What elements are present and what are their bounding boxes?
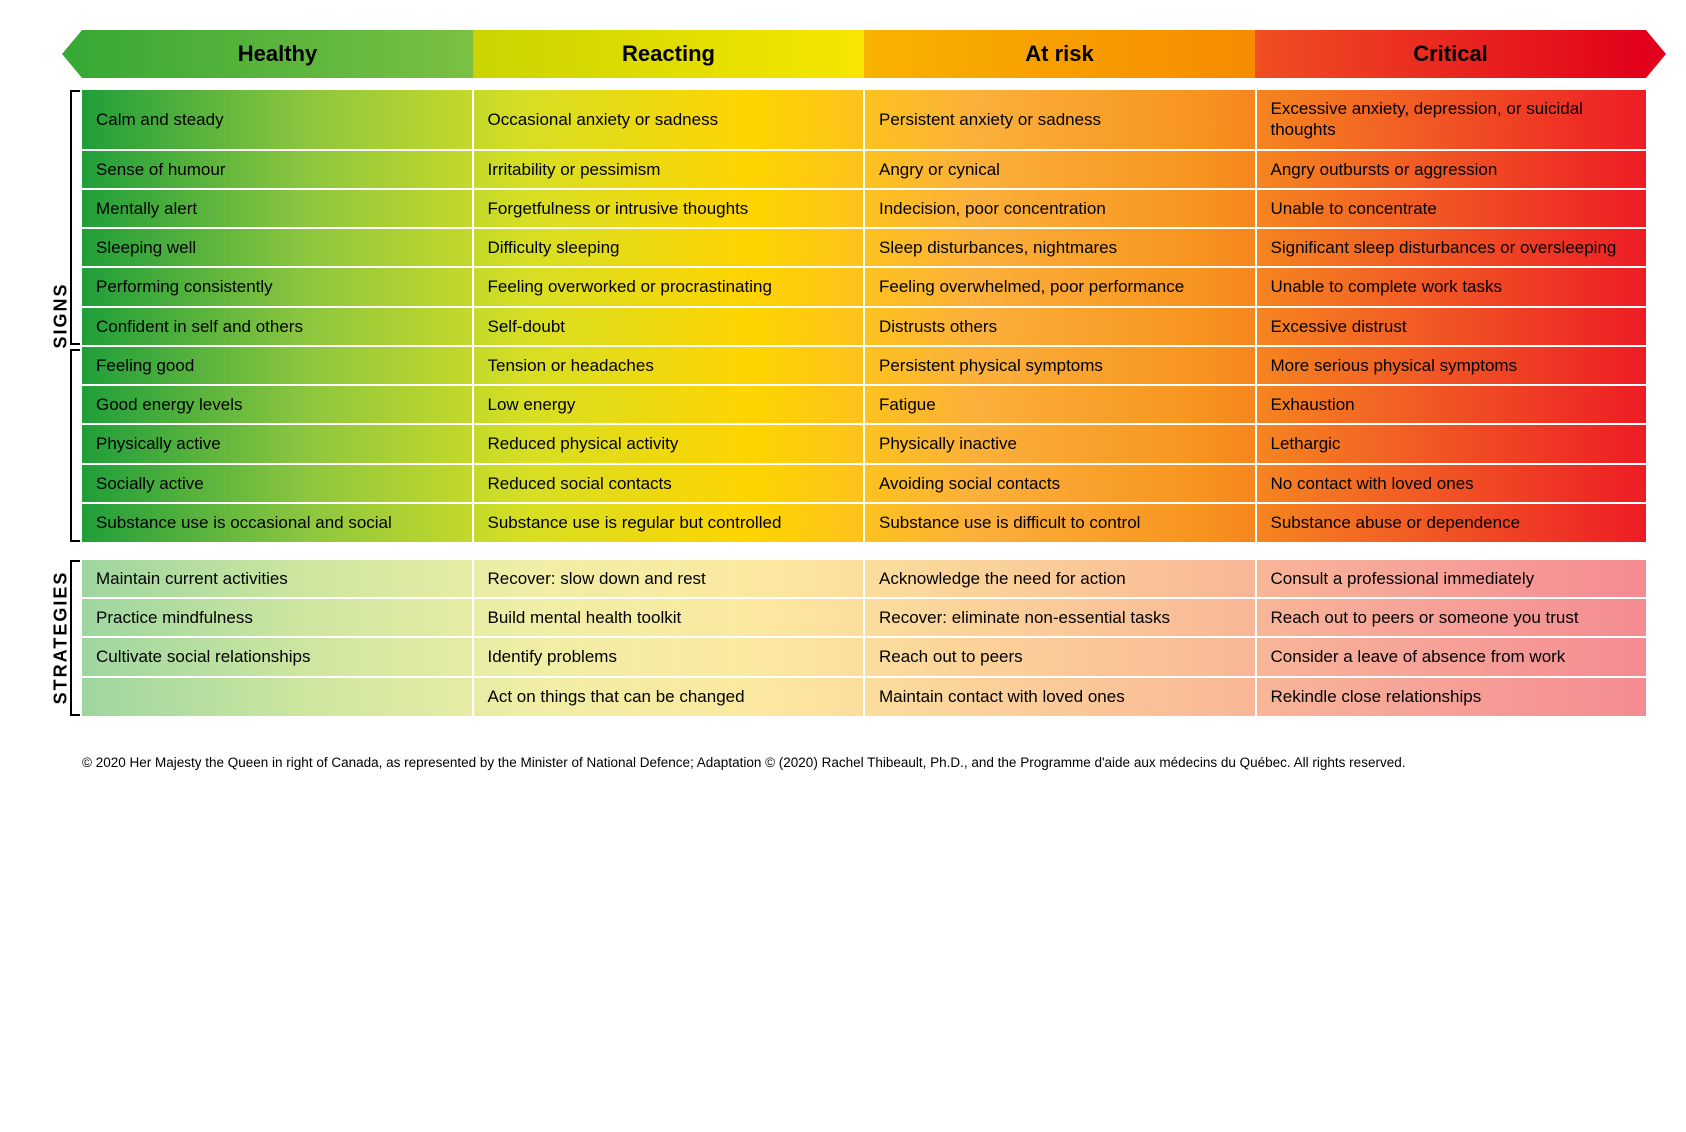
signs-row: Substance use is occasional and socialSu… [82,504,1646,542]
strategies-cell: Build mental health toolkit [472,599,864,638]
strategies-cell: Identify problems [472,638,864,677]
signs-cell: Excessive distrust [1255,308,1647,347]
header-critical: Critical [1255,30,1646,78]
signs-cell: Sleeping well [82,229,472,268]
signs-row: Performing consistentlyFeeling overworke… [82,268,1646,307]
signs-cell: Irritability or pessimism [472,151,864,190]
signs-cell: Fatigue [863,386,1255,425]
signs-cell: Angry outbursts or aggression [1255,151,1647,190]
signs-row: Feeling goodTension or headachesPersiste… [82,347,1646,386]
strategies-cell [82,678,472,716]
header-arrow-left [62,30,82,78]
strategies-cell: Reach out to peers [863,638,1255,677]
signs-row: Good energy levelsLow energyFatigueExhau… [82,386,1646,425]
signs-cell: Low energy [472,386,864,425]
signs-cell: Distrusts others [863,308,1255,347]
signs-cell: More serious physical symptoms [1255,347,1647,386]
signs-cell: Confident in self and others [82,308,472,347]
header-reacting: Reacting [473,30,864,78]
signs-cell: Reduced physical activity [472,425,864,464]
signs-cell: Good energy levels [82,386,472,425]
side-labels: SIGNS STRATEGIES [40,30,82,734]
signs-cell: Sense of humour [82,151,472,190]
strategies-cell: Maintain contact with loved ones [863,678,1255,716]
copyright-text: © 2020 Her Majesty the Queen in right of… [40,754,1646,773]
strategies-row: Act on things that can be changedMaintai… [82,678,1646,716]
signs-cell: Forgetfulness or intrusive thoughts [472,190,864,229]
signs-cell: Occasional anxiety or sadness [472,90,864,151]
strategies-row: Cultivate social relationshipsIdentify p… [82,638,1646,677]
strategies-cell: Rekindle close relationships [1255,678,1647,716]
signs-row: Sense of humourIrritability or pessimism… [82,151,1646,190]
signs-cell: Reduced social contacts [472,465,864,504]
header-healthy: Healthy [82,30,473,78]
signs-cell: Mentally alert [82,190,472,229]
header-row: HealthyReactingAt riskCritical [82,30,1646,78]
strategies-row: Maintain current activitiesRecover: slow… [82,560,1646,599]
signs-cell: Self-doubt [472,308,864,347]
side-label-strategies: STRATEGIES [40,560,82,716]
signs-cell: Exhaustion [1255,386,1647,425]
signs-cell: Physically active [82,425,472,464]
signs-cell: Feeling overwhelmed, poor performance [863,268,1255,307]
strategies-cell: Practice mindfulness [82,599,472,638]
signs-cell: Feeling good [82,347,472,386]
signs-cell: Tension or headaches [472,347,864,386]
strategies-cell: Recover: eliminate non-essential tasks [863,599,1255,638]
header-at-risk: At risk [864,30,1255,78]
signs-cell: Significant sleep disturbances or oversl… [1255,229,1647,268]
signs-cell: Avoiding social contacts [863,465,1255,504]
signs-cell: No contact with loved ones [1255,465,1647,504]
strategies-cell: Cultivate social relationships [82,638,472,677]
signs-cell: Lethargic [1255,425,1647,464]
signs-cell: Substance abuse or dependence [1255,504,1647,542]
main-grid: HealthyReactingAt riskCritical Calm and … [82,30,1646,734]
signs-cell: Socially active [82,465,472,504]
strategies-cell: Acknowledge the need for action [863,560,1255,599]
signs-cell: Persistent anxiety or sadness [863,90,1255,151]
strategies-cell: Reach out to peers or someone you trust [1255,599,1647,638]
signs-row: Confident in self and othersSelf-doubtDi… [82,308,1646,347]
signs-cell: Feeling overworked or procrastinating [472,268,864,307]
section-signs: Calm and steadyOccasional anxiety or sad… [82,90,1646,542]
continuum-chart: SIGNS STRATEGIES HealthyReactingAt riskCr… [40,30,1646,734]
signs-cell: Indecision, poor concentration [863,190,1255,229]
signs-row: Mentally alertForgetfulness or intrusive… [82,190,1646,229]
signs-cell: Substance use is difficult to control [863,504,1255,542]
section-strategies: Maintain current activitiesRecover: slow… [82,560,1646,716]
signs-cell: Difficulty sleeping [472,229,864,268]
signs-row: Calm and steadyOccasional anxiety or sad… [82,90,1646,151]
header-arrow-right [1646,30,1666,78]
signs-cell: Persistent physical symptoms [863,347,1255,386]
signs-row: Sleeping wellDifficulty sleepingSleep di… [82,229,1646,268]
side-label-signs: SIGNS [40,90,82,542]
strategies-row: Practice mindfulnessBuild mental health … [82,599,1646,638]
signs-row: Socially activeReduced social contactsAv… [82,465,1646,504]
signs-row: Physically activeReduced physical activi… [82,425,1646,464]
signs-cell: Sleep disturbances, nightmares [863,229,1255,268]
strategies-cell: Consider a leave of absence from work [1255,638,1647,677]
signs-cell: Excessive anxiety, depression, or suicid… [1255,90,1647,151]
signs-cell: Angry or cynical [863,151,1255,190]
signs-cell: Physically inactive [863,425,1255,464]
strategies-cell: Act on things that can be changed [472,678,864,716]
signs-cell: Substance use is occasional and social [82,504,472,542]
signs-cell: Performing consistently [82,268,472,307]
strategies-cell: Consult a professional immediately [1255,560,1647,599]
signs-cell: Unable to complete work tasks [1255,268,1647,307]
strategies-cell: Recover: slow down and rest [472,560,864,599]
signs-cell: Unable to concentrate [1255,190,1647,229]
signs-cell: Calm and steady [82,90,472,151]
strategies-cell: Maintain current activities [82,560,472,599]
signs-cell: Substance use is regular but controlled [472,504,864,542]
